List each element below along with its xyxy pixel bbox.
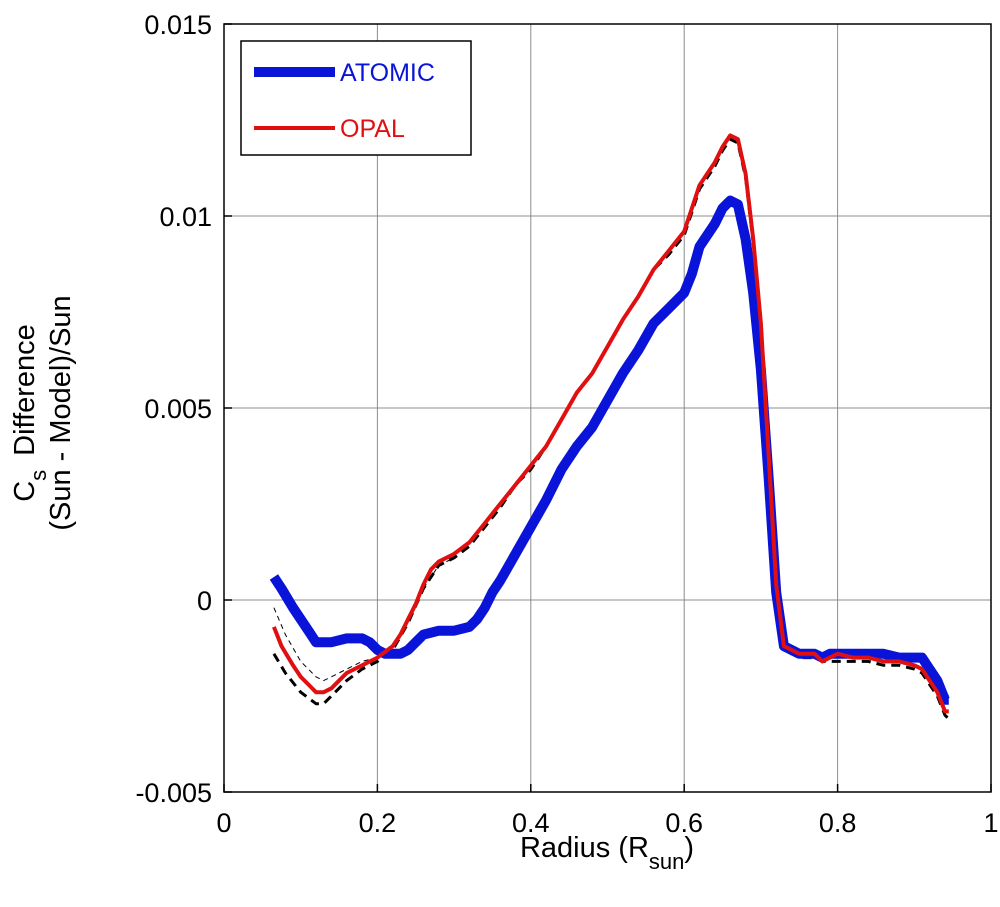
series-line-model-dashed-thick [272,137,950,721]
legend-label-opal: OPAL [340,115,405,143]
y-tick-label: 0.01 [159,202,212,232]
y-axis-label-c: C [9,481,41,502]
x-axis-label-sub: sun [649,849,684,874]
y-tick-label: 0.015 [144,10,212,40]
legend: ATOMIC OPAL [240,40,472,156]
x-axis-label-close: ) [684,832,694,864]
x-tick-label: 0.2 [359,808,397,838]
legend-box [240,40,472,156]
y-axis-label-line2: (Sun - Model)/Sun [45,295,77,530]
x-tick-label: 1 [983,808,998,838]
series-line-atomic [269,195,950,705]
y-axis-label-sub: s [26,470,51,481]
x-axis-label-main: Radius (R [520,832,649,864]
y-tick-label: 0 [197,586,212,616]
plot-series [269,133,950,721]
y-tick-label: 0.005 [144,394,212,424]
series-line-opal [272,133,949,714]
y-axis-label: Cs Difference (Sun - Model)/Sun [9,295,77,530]
y-tick-label: -0.005 [135,778,212,808]
y-axis-label-rest: Difference [9,324,41,456]
x-tick-label: 0.6 [665,808,703,838]
svg-text:Radius (Rsun): Radius (Rsun) [520,832,694,874]
x-axis-label: Radius (Rsun) [520,832,694,874]
x-tick-label: 0.4 [512,808,550,838]
svg-text:CsDifference: Cs Difference [9,324,51,502]
x-tick-label: 0.8 [819,808,857,838]
x-tick-label: 0 [216,808,231,838]
legend-label-atomic: ATOMIC [340,59,435,87]
